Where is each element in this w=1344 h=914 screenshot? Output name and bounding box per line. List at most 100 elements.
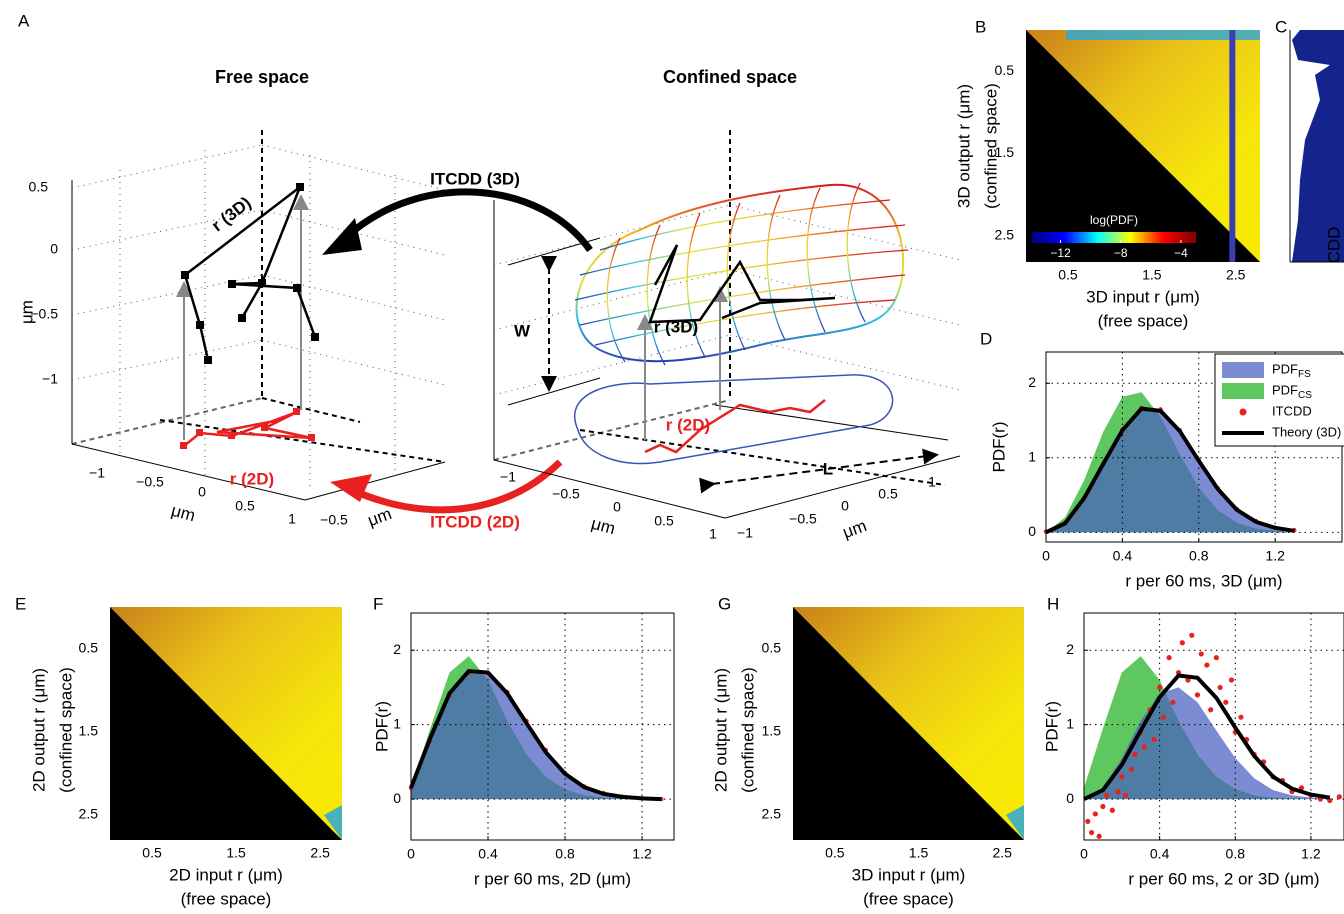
point xyxy=(1336,794,1342,800)
itcdd-2d-label: ITCDD (2D) xyxy=(430,512,520,531)
x-axis-label: r per 60 ms, 2 or 3D (μm) xyxy=(1128,869,1319,888)
point xyxy=(1119,774,1125,780)
point xyxy=(1085,818,1091,824)
x-tick-label: 0.8 xyxy=(1226,846,1246,862)
point xyxy=(1223,699,1229,705)
y-tick-label: 2.5 xyxy=(79,806,99,822)
area xyxy=(411,672,662,800)
x-tick: −1 xyxy=(500,469,516,485)
panel-label: A xyxy=(18,11,30,30)
chart: H 0 0.4 0.8 1.2 0 1 2 r per 60 ms, 2 or 3D (μm) P… xyxy=(1042,594,1344,888)
panel-c: C CDD xyxy=(1275,17,1344,263)
x-tick-label: 1.2 xyxy=(632,846,652,862)
projection-arrows xyxy=(637,286,728,440)
x-unit: μm xyxy=(589,514,617,539)
y-unit: μm xyxy=(840,516,869,542)
plot-frame xyxy=(1083,612,1344,841)
z-unit: μm xyxy=(17,300,36,324)
r2d-label: r (2D) xyxy=(666,415,710,434)
colorbar-tick-label: −8 xyxy=(1114,246,1128,260)
confined-axes xyxy=(493,130,961,519)
point xyxy=(1092,811,1098,817)
point xyxy=(1217,684,1223,691)
y-tick-label: 0 xyxy=(1066,790,1074,806)
y-tick: −1 xyxy=(737,525,753,541)
r2d-label: r (2D) xyxy=(230,469,274,488)
y-tick-label: 2 xyxy=(393,641,401,657)
y-tick-label: 2.5 xyxy=(995,226,1015,242)
x-tick: 0 xyxy=(613,499,621,515)
y-tick-label: 1.5 xyxy=(995,144,1015,160)
point xyxy=(1166,655,1172,661)
y-axis-label: 2D output r (μm) xyxy=(711,668,730,792)
y-tick: 0 xyxy=(841,498,849,514)
capsule-wireframe xyxy=(574,182,909,366)
x-tick-label: 2.5 xyxy=(310,845,330,861)
x-axis-label: r per 60 ms, 3D (μm) xyxy=(1125,571,1282,590)
heatmap-edge xyxy=(324,805,342,840)
point xyxy=(1198,651,1204,657)
legend-label: Theory (3D) xyxy=(1272,424,1341,439)
point xyxy=(1228,677,1235,683)
x-tick-label: 0 xyxy=(1042,548,1050,564)
area xyxy=(1046,410,1295,533)
panel-label: E xyxy=(15,594,26,613)
x-tick: 0.5 xyxy=(235,498,255,514)
y-axis-label: PDF(r) xyxy=(372,701,391,752)
x-tick-label: 0.5 xyxy=(1058,267,1078,283)
colorbar-tick-label: −4 xyxy=(1174,246,1188,260)
x-axis-sublabel: (free space) xyxy=(181,889,272,908)
y-tick: −0.5 xyxy=(789,511,817,527)
x-tick-label: 0.5 xyxy=(825,845,845,861)
point xyxy=(1160,714,1167,720)
y-tick-label: 2 xyxy=(1066,641,1074,657)
x-tick-label: 0.8 xyxy=(1189,548,1209,564)
y-tick-label: 1 xyxy=(1066,715,1074,731)
x-tick: 1 xyxy=(288,511,296,527)
panel-label: H xyxy=(1047,594,1059,613)
point xyxy=(1123,792,1129,798)
y-tick-label: 0.5 xyxy=(762,639,782,655)
colorbar-label: log(PDF) xyxy=(1090,213,1138,227)
point xyxy=(1208,707,1214,713)
trajectory-3d xyxy=(183,183,317,361)
x-tick: 0.5 xyxy=(654,513,674,529)
x-tick-label: 0 xyxy=(407,846,415,862)
x-axis-label: r per 60 ms, 2D (μm) xyxy=(474,869,631,888)
y-axis-sublabel: (confined space) xyxy=(56,667,75,793)
x-axis-label: 2D input r (μm) xyxy=(169,865,283,884)
point xyxy=(1189,632,1195,638)
x-axis-sublabel: (free space) xyxy=(1098,311,1189,330)
x-axis-sublabel: (free space) xyxy=(863,889,954,908)
trajectory-3d xyxy=(648,244,836,324)
x-tick-label: 0.5 xyxy=(142,845,162,861)
point xyxy=(1151,736,1157,743)
r3d-label: r (3D) xyxy=(208,193,255,235)
heatmap-upper xyxy=(793,607,1024,840)
y-tick: −0.5 xyxy=(320,512,348,528)
y-tick-label: 2 xyxy=(1028,374,1036,390)
point xyxy=(1100,803,1106,810)
length-label: L xyxy=(823,459,833,478)
y-tick-label: 0.5 xyxy=(79,639,99,655)
trajectory-points xyxy=(181,183,319,364)
y-axis-sublabel: (confined space) xyxy=(738,667,757,793)
y-tick-label: 1.5 xyxy=(762,723,782,739)
x-axis-label: 3D input r (μm) xyxy=(852,865,966,884)
y-axis-label: 2D output r (μm) xyxy=(29,668,48,792)
y-tick-label: 0 xyxy=(1028,523,1036,539)
point xyxy=(1194,692,1201,698)
y-axis-label: PDF(r) xyxy=(1042,701,1061,752)
panel-label: C xyxy=(1275,17,1287,36)
point xyxy=(1213,655,1219,661)
trajectory-2d xyxy=(183,410,313,447)
y-axis-label: PDF(r) xyxy=(989,422,1008,473)
panel-label: B xyxy=(975,17,986,36)
x-tick-label: 0.4 xyxy=(1150,846,1170,862)
confined-title: Confined space xyxy=(663,67,797,87)
y-axis-label: 3D output r (μm) xyxy=(954,84,973,208)
heatmap-edge xyxy=(1006,805,1024,840)
z-tick: 0 xyxy=(50,241,58,257)
y-axis-sublabel: (confined space) xyxy=(981,83,1000,209)
